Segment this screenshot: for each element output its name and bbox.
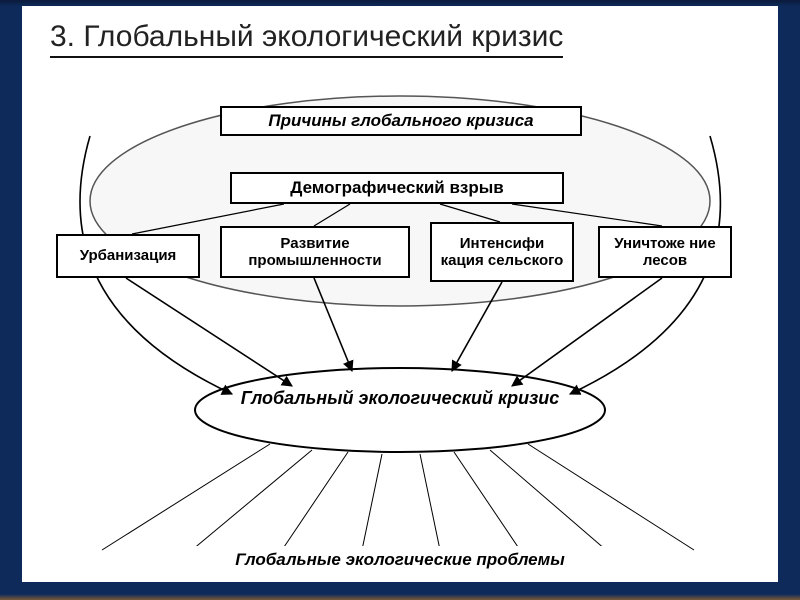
node-demographic-label: Демографический взрыв [290, 178, 503, 198]
node-agriculture: Интенсифи кация сельского [430, 222, 574, 282]
node-root: Причины глобального кризиса [220, 106, 582, 136]
node-demographic: Демографический взрыв [230, 172, 564, 204]
slide-inner: 3. Глобальный экологический кризис Причи… [22, 6, 778, 582]
node-crisis-label: Глобальный экологический кризис [205, 388, 595, 409]
node-industry: Развитие промышленности [220, 226, 410, 278]
diagram-canvas: Причины глобального кризиса Демографичес… [22, 66, 778, 582]
diagram-svg [22, 66, 778, 582]
slide-frame: 3. Глобальный экологический кризис Причи… [0, 0, 800, 600]
node-urbanization: Урбанизация [56, 234, 200, 278]
node-forests: Уничтоже ние лесов [598, 226, 732, 278]
node-problems-label: Глобальные экологические проблемы [235, 550, 564, 570]
node-problems: Глобальные экологические проблемы [170, 546, 630, 574]
slide-title: 3. Глобальный экологический кризис [50, 20, 758, 58]
slide-title-text: 3. Глобальный экологический кризис [50, 20, 563, 58]
node-industry-label: Развитие промышленности [228, 235, 402, 270]
node-root-label: Причины глобального кризиса [268, 111, 533, 131]
node-urbanization-label: Урбанизация [80, 247, 177, 264]
node-agriculture-label: Интенсифи кация сельского [438, 235, 566, 270]
node-forests-label: Уничтоже ние лесов [606, 235, 724, 270]
